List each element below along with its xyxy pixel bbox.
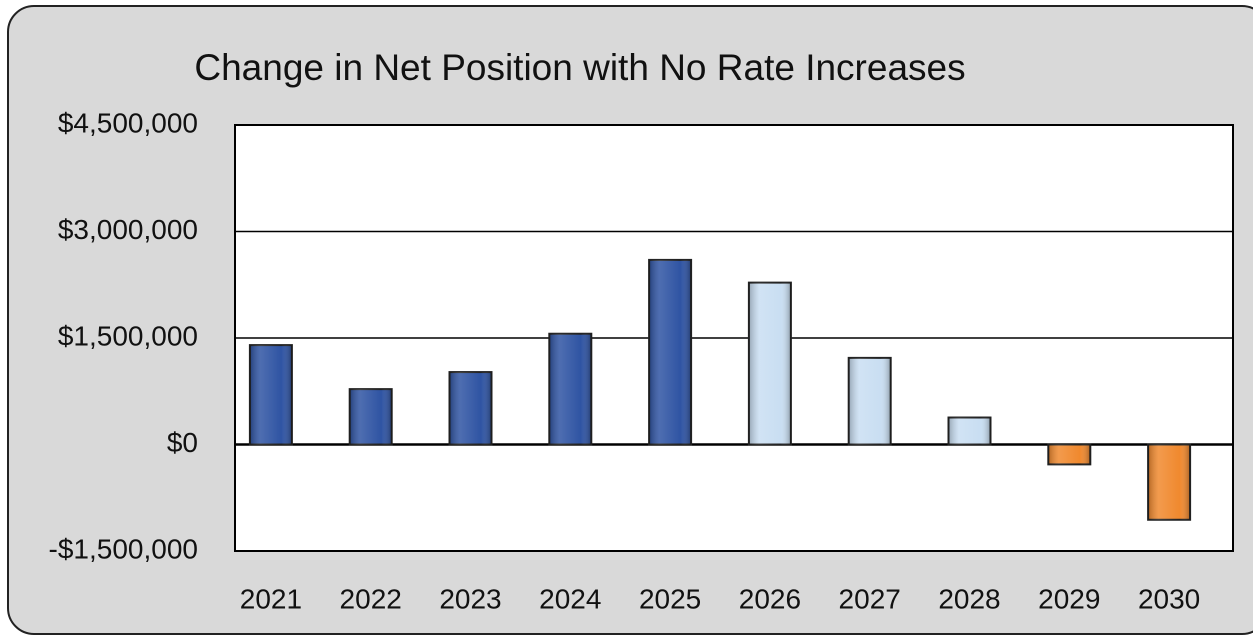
bar-shade xyxy=(1048,444,1091,465)
bar-shade xyxy=(649,259,692,445)
y-tick-label: $0 xyxy=(167,427,198,458)
bar-shade xyxy=(549,333,592,445)
x-tick-label: 2025 xyxy=(639,583,701,614)
x-tick-label: 2026 xyxy=(739,583,801,614)
x-tick-label: 2022 xyxy=(340,583,402,614)
bar-shade xyxy=(748,282,791,445)
bar-shade xyxy=(349,389,392,445)
y-tick-label: -$1,500,000 xyxy=(49,533,198,564)
plot-border xyxy=(234,124,1234,552)
y-tick-label: $1,500,000 xyxy=(58,320,198,351)
chart-title: Change in Net Position with No Rate Incr… xyxy=(194,47,965,88)
x-tick-label: 2021 xyxy=(240,583,302,614)
bar-shade xyxy=(249,345,292,445)
x-tick-label: 2028 xyxy=(938,583,1000,614)
x-tick-label: 2023 xyxy=(439,583,501,614)
bar-shade xyxy=(848,357,891,445)
bar-shade xyxy=(449,372,492,445)
y-tick-label: $3,000,000 xyxy=(58,214,198,245)
bar-shade xyxy=(1148,444,1191,520)
y-tick-label: $4,500,000 xyxy=(58,107,198,138)
x-tick-label: 2027 xyxy=(839,583,901,614)
x-tick-label: 2030 xyxy=(1138,583,1200,614)
x-tick-label: 2029 xyxy=(1038,583,1100,614)
x-tick-label: 2024 xyxy=(539,583,601,614)
bar-shade xyxy=(948,417,991,445)
